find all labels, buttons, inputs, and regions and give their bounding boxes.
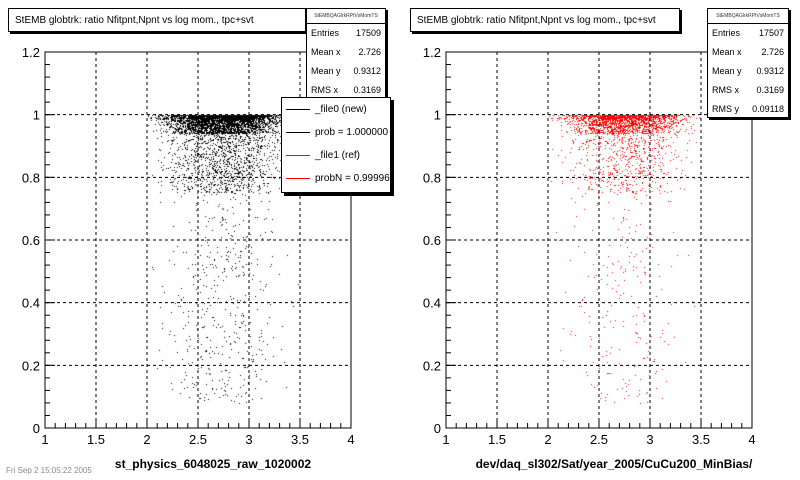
legend-swatch	[286, 132, 310, 133]
x-tick-label: 1	[41, 432, 48, 447]
y-tick-label: 0	[434, 421, 441, 436]
y-tick-label: 1	[33, 108, 40, 123]
y-tick-label: 0.4	[22, 296, 40, 311]
right-chart-title: StEMB globtrk: ratio Nfitpnt,Npnt vs log…	[410, 8, 680, 32]
y-tick-label: 1	[434, 108, 441, 123]
y-tick-label: 0.4	[423, 296, 441, 311]
stats-row: Entries 17509	[311, 28, 381, 38]
x-tick-label: 4	[347, 432, 354, 447]
stats-row: RMS x 0.3169	[712, 85, 784, 95]
y-tick-label: 1.2	[22, 45, 40, 60]
y-tick-label: 1.2	[423, 45, 441, 60]
stats-row: Mean y 0.9312	[712, 66, 784, 76]
stats-row: RMS x 0.3169	[311, 85, 381, 95]
x-tick-label: 4	[748, 432, 755, 447]
y-tick-label: 0.2	[22, 358, 40, 373]
x-tick-label: 1.5	[87, 432, 105, 447]
y-tick-label: 0.8	[423, 170, 441, 185]
left-chart-title: StEMB globtrk: ratio Nfitpnt,Npnt vs log…	[8, 8, 306, 32]
legend-swatch	[286, 109, 310, 110]
y-tick-label: 0.2	[423, 358, 441, 373]
legend-entry: _file0 (new)	[282, 98, 390, 121]
y-tick-label: 0.6	[423, 233, 441, 248]
y-tick-label: 0.8	[22, 170, 40, 185]
stats-row: Entries 17507	[712, 28, 784, 38]
legend-box: _file0 (new) prob = 1.000000 _file1 (ref…	[281, 97, 391, 193]
x-axis-label: dev/daq_sl302/Sat/year_2005/CuCu200_MinB…	[476, 457, 753, 471]
x-tick-label: 2.5	[189, 432, 207, 447]
legend-entry: _file1 (ref)	[282, 144, 390, 167]
x-tick-label: 1.5	[488, 432, 506, 447]
stats-header: StEMBQAGlrkRPtVsMomTS	[307, 9, 385, 24]
legend-entry: prob = 1.000000	[282, 121, 390, 144]
stats-row: Mean x 2.726	[311, 47, 381, 57]
stats-row: Mean x 2.726	[712, 47, 784, 57]
legend-swatch	[286, 178, 310, 179]
x-tick-label: 3	[245, 432, 252, 447]
stats-row: Mean y 0.9312	[311, 66, 381, 76]
stats-header: StEMBQAGlrkRPtVsMomTS	[708, 9, 788, 24]
stats-row: RMS y 0.09118	[712, 104, 784, 114]
legend-entry: probN = 0.999960	[282, 167, 390, 190]
right-stats-box: StEMBQAGlrkRPtVsMomTS Entries 17507 Mean …	[707, 8, 789, 118]
y-tick-label: 0	[33, 421, 40, 436]
left-stats-box: StEMBQAGlrkRPtVsMomTS Entries 17509 Mean …	[306, 8, 386, 104]
x-tick-label: 2	[143, 432, 150, 447]
x-tick-label: 3.5	[291, 432, 309, 447]
x-axis-label: st_physics_6048025_raw_1020002	[115, 457, 311, 471]
x-tick-label: 1	[442, 432, 449, 447]
x-tick-label: 2	[544, 432, 551, 447]
x-tick-label: 2.5	[590, 432, 608, 447]
x-tick-label: 3.5	[692, 432, 710, 447]
footer-timestamp: Fri Sep 2 15:05:22 2005	[6, 466, 92, 475]
y-tick-label: 0.6	[22, 233, 40, 248]
x-tick-label: 3	[646, 432, 653, 447]
legend-swatch	[286, 155, 310, 156]
